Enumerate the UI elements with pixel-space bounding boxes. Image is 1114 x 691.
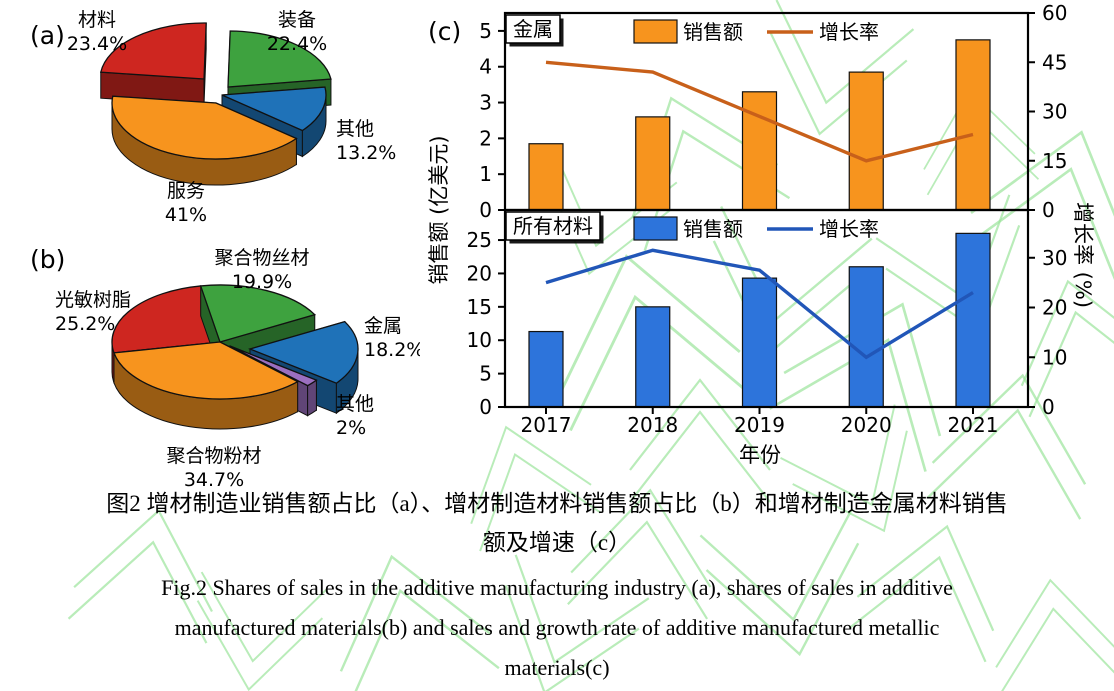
pie-slice-top [229, 345, 318, 387]
pie-slice-pct: 41% [165, 204, 207, 226]
subtitle-box [505, 14, 561, 44]
pie-slice-pct: 13.2% [336, 142, 396, 164]
pie-slice-pct: 18.2% [364, 339, 420, 361]
subtitle-label: 所有材料 [513, 214, 593, 238]
pie-slice-top [99, 22, 207, 80]
pie-slice-top [111, 95, 298, 160]
pie-slice-label: 其他 [336, 393, 374, 415]
legend-line-label: 增长率 [819, 217, 879, 241]
pie-slice-pct: 2% [336, 417, 366, 439]
bar-2021 [955, 39, 991, 211]
pie-slice-label: 金属 [364, 315, 402, 337]
panel-letter-c: (c) [428, 17, 461, 46]
panel-letter-a: (a) [30, 21, 65, 50]
pie-slice-label: 服务 [167, 180, 205, 202]
caption-cn-line2: 额及增速（c） [482, 530, 632, 555]
left-tick-label: 3 [479, 91, 492, 115]
right-tick-label: 45 [1042, 50, 1067, 74]
pie-slice-top [113, 341, 300, 400]
y-left-axis-label: 销售额 (亿美元) [427, 135, 451, 284]
bar-2020 [848, 71, 884, 211]
x-tick-label: 2018 [627, 413, 678, 437]
left-tick-label: 20 [467, 261, 492, 285]
pie-slice-label: 材料 [78, 9, 116, 31]
bar-2019 [741, 91, 778, 211]
right-tick-label: 60 [1042, 1, 1067, 25]
x-tick-label: 2021 [948, 413, 999, 437]
pie-slice-top [247, 320, 359, 384]
bar-2018 [635, 116, 671, 211]
left-tick-label: 10 [467, 328, 492, 352]
pie-slice-label: 聚合物丝材 [214, 247, 309, 269]
pie-slice [111, 95, 298, 186]
right-tick-label: 30 [1042, 100, 1067, 124]
left-tick-label: 15 [467, 295, 492, 319]
left-tick-label: 1 [479, 162, 492, 186]
left-tick-label: 4 [479, 55, 492, 79]
legend-line-label: 增长率 [819, 20, 879, 44]
x-tick-label: 2020 [841, 413, 892, 437]
pie-slice-pct: 19.9% [232, 271, 292, 293]
y-right-axis-label: 增长率 (%) [1071, 202, 1095, 308]
subtitle-label: 金属 [513, 17, 553, 41]
pie-slice [113, 341, 300, 430]
pie-slice-label: 聚合物粉材 [166, 445, 261, 467]
pie-slice-label: 装备 [278, 9, 316, 31]
caption-en-line2: manufactured materials(b) and sales and … [174, 615, 940, 640]
legend-bar-swatch [633, 19, 678, 44]
bar-2019 [741, 277, 778, 408]
pie-charts-panel: (a)(b)装备22.4%其他13.2%服务41%材料23.4%聚合物丝材19.… [30, 9, 420, 490]
caption-en-line1: Fig.2 Shares of sales in the additive ma… [161, 575, 953, 600]
right-tick-label: 0 [1042, 198, 1055, 222]
x-tick-label: 2017 [521, 413, 572, 437]
right-tick-label: 0 [1042, 395, 1055, 419]
bar-2017 [528, 330, 564, 408]
pie-slice-top [111, 285, 221, 354]
pie-slice-pct: 34.7% [184, 469, 244, 490]
left-tick-label: 5 [479, 19, 492, 43]
right-tick-label: 15 [1042, 149, 1067, 173]
left-tick-label: 0 [479, 198, 492, 222]
pie-slice-pct: 25.2% [55, 313, 115, 335]
bar-2020 [848, 266, 884, 408]
left-tick-label: 5 [479, 362, 492, 386]
right-tick-label: 10 [1042, 345, 1067, 369]
pie-slice-label: 其他 [336, 118, 374, 140]
caption-en-line3: materials(c) [504, 655, 610, 680]
left-tick-label: 2 [479, 126, 492, 150]
figure-caption: 图2 增材制造业销售额占比（a）、增材制造材料销售额占比（b）和增材制造金属材料… [0, 484, 1114, 688]
right-tick-label: 30 [1042, 246, 1067, 270]
right-tick-label: 20 [1042, 296, 1067, 320]
pie-slice-top [221, 86, 327, 132]
bar-2018 [635, 306, 671, 408]
pie-slice-pct: 23.4% [67, 33, 127, 55]
subplot-所有材料: 0 5 10 15 20 25 0 10 20 30 所有材料 销售额 增长率 2017 2018 2019 2… [467, 208, 1067, 467]
legend-bar-swatch [633, 216, 678, 241]
left-tick-label: 0 [479, 395, 492, 419]
panel-letter-b: (b) [30, 245, 65, 274]
left-tick-label: 25 [467, 228, 492, 252]
x-axis-label: 年份 [739, 443, 781, 467]
caption-cn-line1: 图2 增材制造业销售额占比（a）、增材制造材料销售额占比（b）和增材制造金属材料… [106, 491, 1008, 516]
x-tick-label: 2019 [734, 413, 785, 437]
legend-bar-label: 销售额 [683, 217, 743, 241]
legend-bar-label: 销售额 [683, 20, 743, 44]
pie-slice-label: 光敏树脂 [55, 289, 131, 311]
bar-2021 [955, 232, 991, 408]
pie-slice-pct: 22.4% [267, 33, 327, 55]
bar-2017 [528, 143, 564, 211]
pie-slice-top [199, 284, 317, 343]
pie-slice-top [227, 30, 332, 88]
